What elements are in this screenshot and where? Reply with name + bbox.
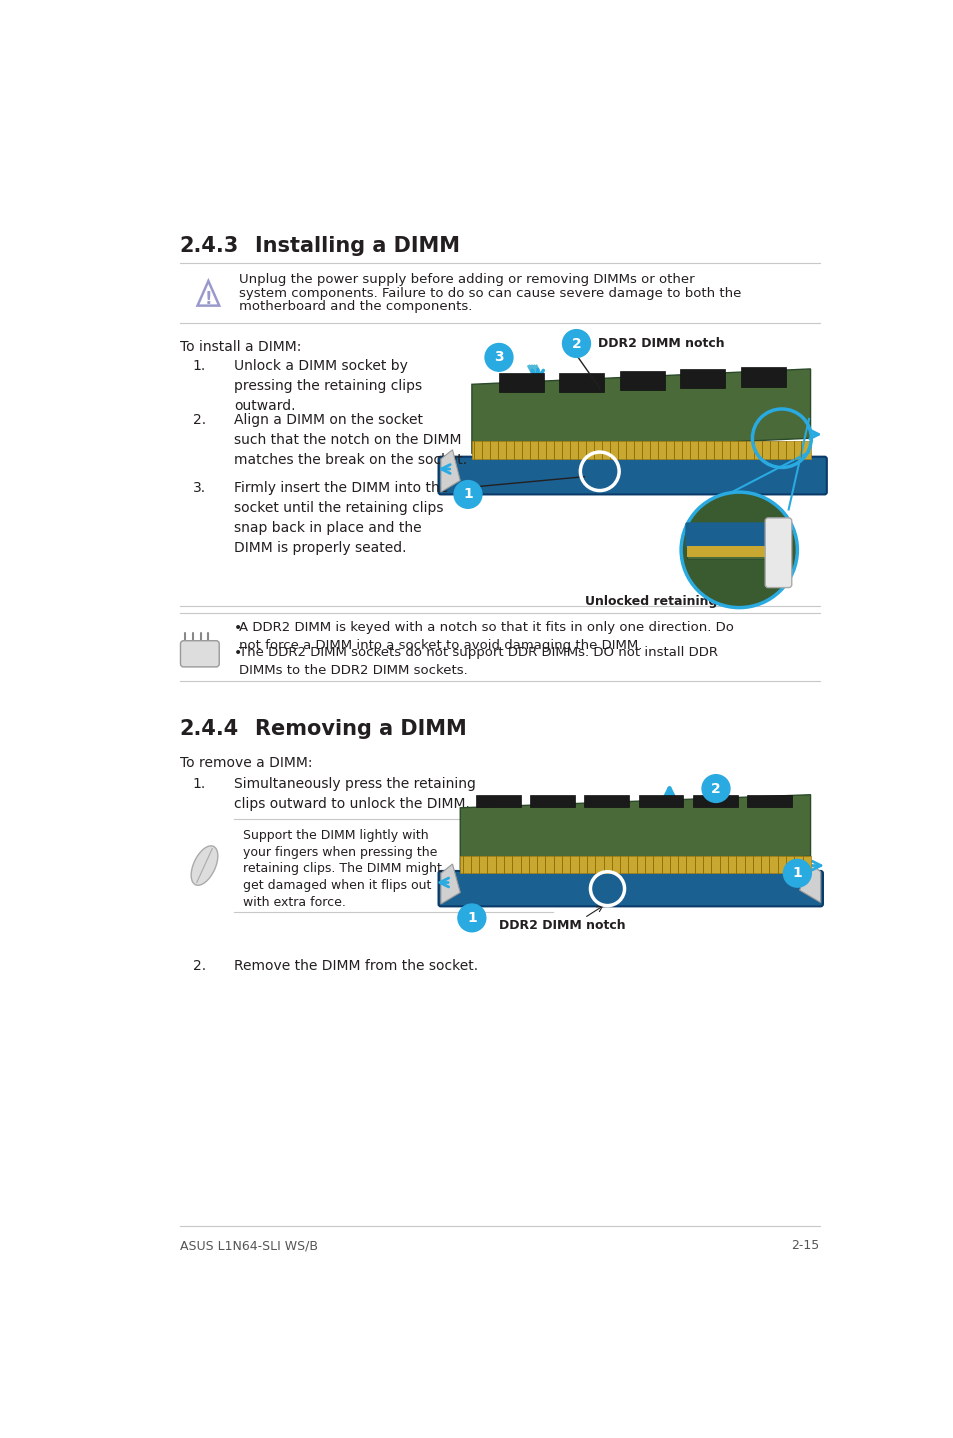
Text: Support the DIMM lightly with: Support the DIMM lightly with [243, 828, 429, 841]
FancyBboxPatch shape [684, 522, 766, 548]
Text: 2.4.4: 2.4.4 [179, 719, 238, 739]
Text: Unplug the power supply before adding or removing DIMMs or other: Unplug the power supply before adding or… [239, 273, 695, 286]
Text: •: • [233, 621, 242, 634]
FancyBboxPatch shape [558, 372, 603, 393]
Text: retaining clips. The DIMM might: retaining clips. The DIMM might [243, 863, 441, 876]
Text: 3: 3 [494, 351, 503, 364]
Text: Simultaneously press the retaining
clips outward to unlock the DIMM.: Simultaneously press the retaining clips… [233, 777, 476, 811]
FancyBboxPatch shape [638, 795, 682, 807]
Text: Unlock a DIMM socket by
pressing the retaining clips
outward.: Unlock a DIMM socket by pressing the ret… [233, 360, 421, 413]
FancyBboxPatch shape [530, 795, 575, 807]
Text: Firmly insert the DIMM into the
socket until the retaining clips
snap back in pl: Firmly insert the DIMM into the socket u… [233, 480, 448, 555]
FancyBboxPatch shape [476, 795, 520, 807]
Text: DDR2 DIMM notch: DDR2 DIMM notch [498, 919, 625, 932]
Circle shape [484, 344, 513, 371]
FancyBboxPatch shape [459, 856, 810, 873]
Circle shape [680, 492, 797, 608]
Text: system components. Failure to do so can cause severe damage to both the: system components. Failure to do so can … [239, 286, 741, 299]
Text: ASUS L1N64-SLI WS/B: ASUS L1N64-SLI WS/B [179, 1240, 317, 1252]
Text: Removing a DIMM: Removing a DIMM [254, 719, 466, 739]
FancyBboxPatch shape [498, 372, 543, 393]
FancyBboxPatch shape [692, 795, 737, 807]
Text: with extra force.: with extra force. [243, 896, 346, 909]
Text: 1: 1 [792, 866, 801, 880]
Polygon shape [440, 450, 459, 492]
Text: A DDR2 DIMM is keyed with a notch so that it fits in only one direction. Do
not : A DDR2 DIMM is keyed with a notch so tha… [239, 621, 734, 651]
FancyBboxPatch shape [472, 440, 810, 459]
Polygon shape [472, 370, 810, 453]
Text: !: ! [204, 290, 212, 308]
Text: your fingers when pressing the: your fingers when pressing the [243, 846, 437, 858]
Text: DDR2 DIMM notch: DDR2 DIMM notch [598, 336, 724, 349]
Circle shape [457, 905, 485, 932]
FancyBboxPatch shape [686, 529, 791, 558]
Text: 1: 1 [467, 910, 476, 925]
Text: 1: 1 [462, 487, 473, 502]
FancyBboxPatch shape [686, 546, 791, 557]
Circle shape [454, 480, 481, 508]
Circle shape [562, 329, 590, 358]
FancyBboxPatch shape [619, 371, 664, 391]
Text: Align a DIMM on the socket
such that the notch on the DIMM
matches the break on : Align a DIMM on the socket such that the… [233, 413, 467, 467]
Text: To remove a DIMM:: To remove a DIMM: [179, 756, 312, 771]
Text: 2.: 2. [193, 413, 206, 427]
Polygon shape [440, 864, 459, 905]
Text: get damaged when it flips out: get damaged when it flips out [243, 880, 431, 893]
Text: Unlocked retaining clip: Unlocked retaining clip [584, 594, 745, 607]
Polygon shape [459, 795, 810, 870]
Text: Installing a DIMM: Installing a DIMM [254, 236, 459, 256]
FancyBboxPatch shape [583, 795, 629, 807]
FancyBboxPatch shape [438, 457, 826, 495]
FancyBboxPatch shape [438, 871, 822, 906]
FancyBboxPatch shape [740, 367, 784, 387]
FancyBboxPatch shape [679, 370, 724, 388]
Text: Remove the DIMM from the socket.: Remove the DIMM from the socket. [233, 959, 477, 974]
FancyBboxPatch shape [180, 641, 219, 667]
Text: 1.: 1. [193, 777, 206, 791]
Text: 2-15: 2-15 [791, 1240, 819, 1252]
FancyBboxPatch shape [764, 518, 791, 588]
Text: 2: 2 [571, 336, 580, 351]
Text: 2: 2 [710, 782, 720, 795]
Text: To install a DIMM:: To install a DIMM: [179, 341, 301, 354]
Text: The DDR2 DIMM sockets do not support DDR DIMMs. DO not install DDR
DIMMs to the : The DDR2 DIMM sockets do not support DDR… [239, 646, 718, 677]
Text: 3.: 3. [193, 480, 206, 495]
Circle shape [701, 775, 729, 802]
Circle shape [782, 860, 810, 887]
Polygon shape [799, 863, 820, 903]
Text: 2.4.3: 2.4.3 [179, 236, 238, 256]
Text: 1.: 1. [193, 360, 206, 372]
FancyBboxPatch shape [746, 795, 791, 807]
Text: motherboard and the components.: motherboard and the components. [239, 301, 473, 313]
Text: 2.: 2. [193, 959, 206, 974]
Ellipse shape [191, 846, 217, 886]
Text: •: • [233, 646, 242, 660]
